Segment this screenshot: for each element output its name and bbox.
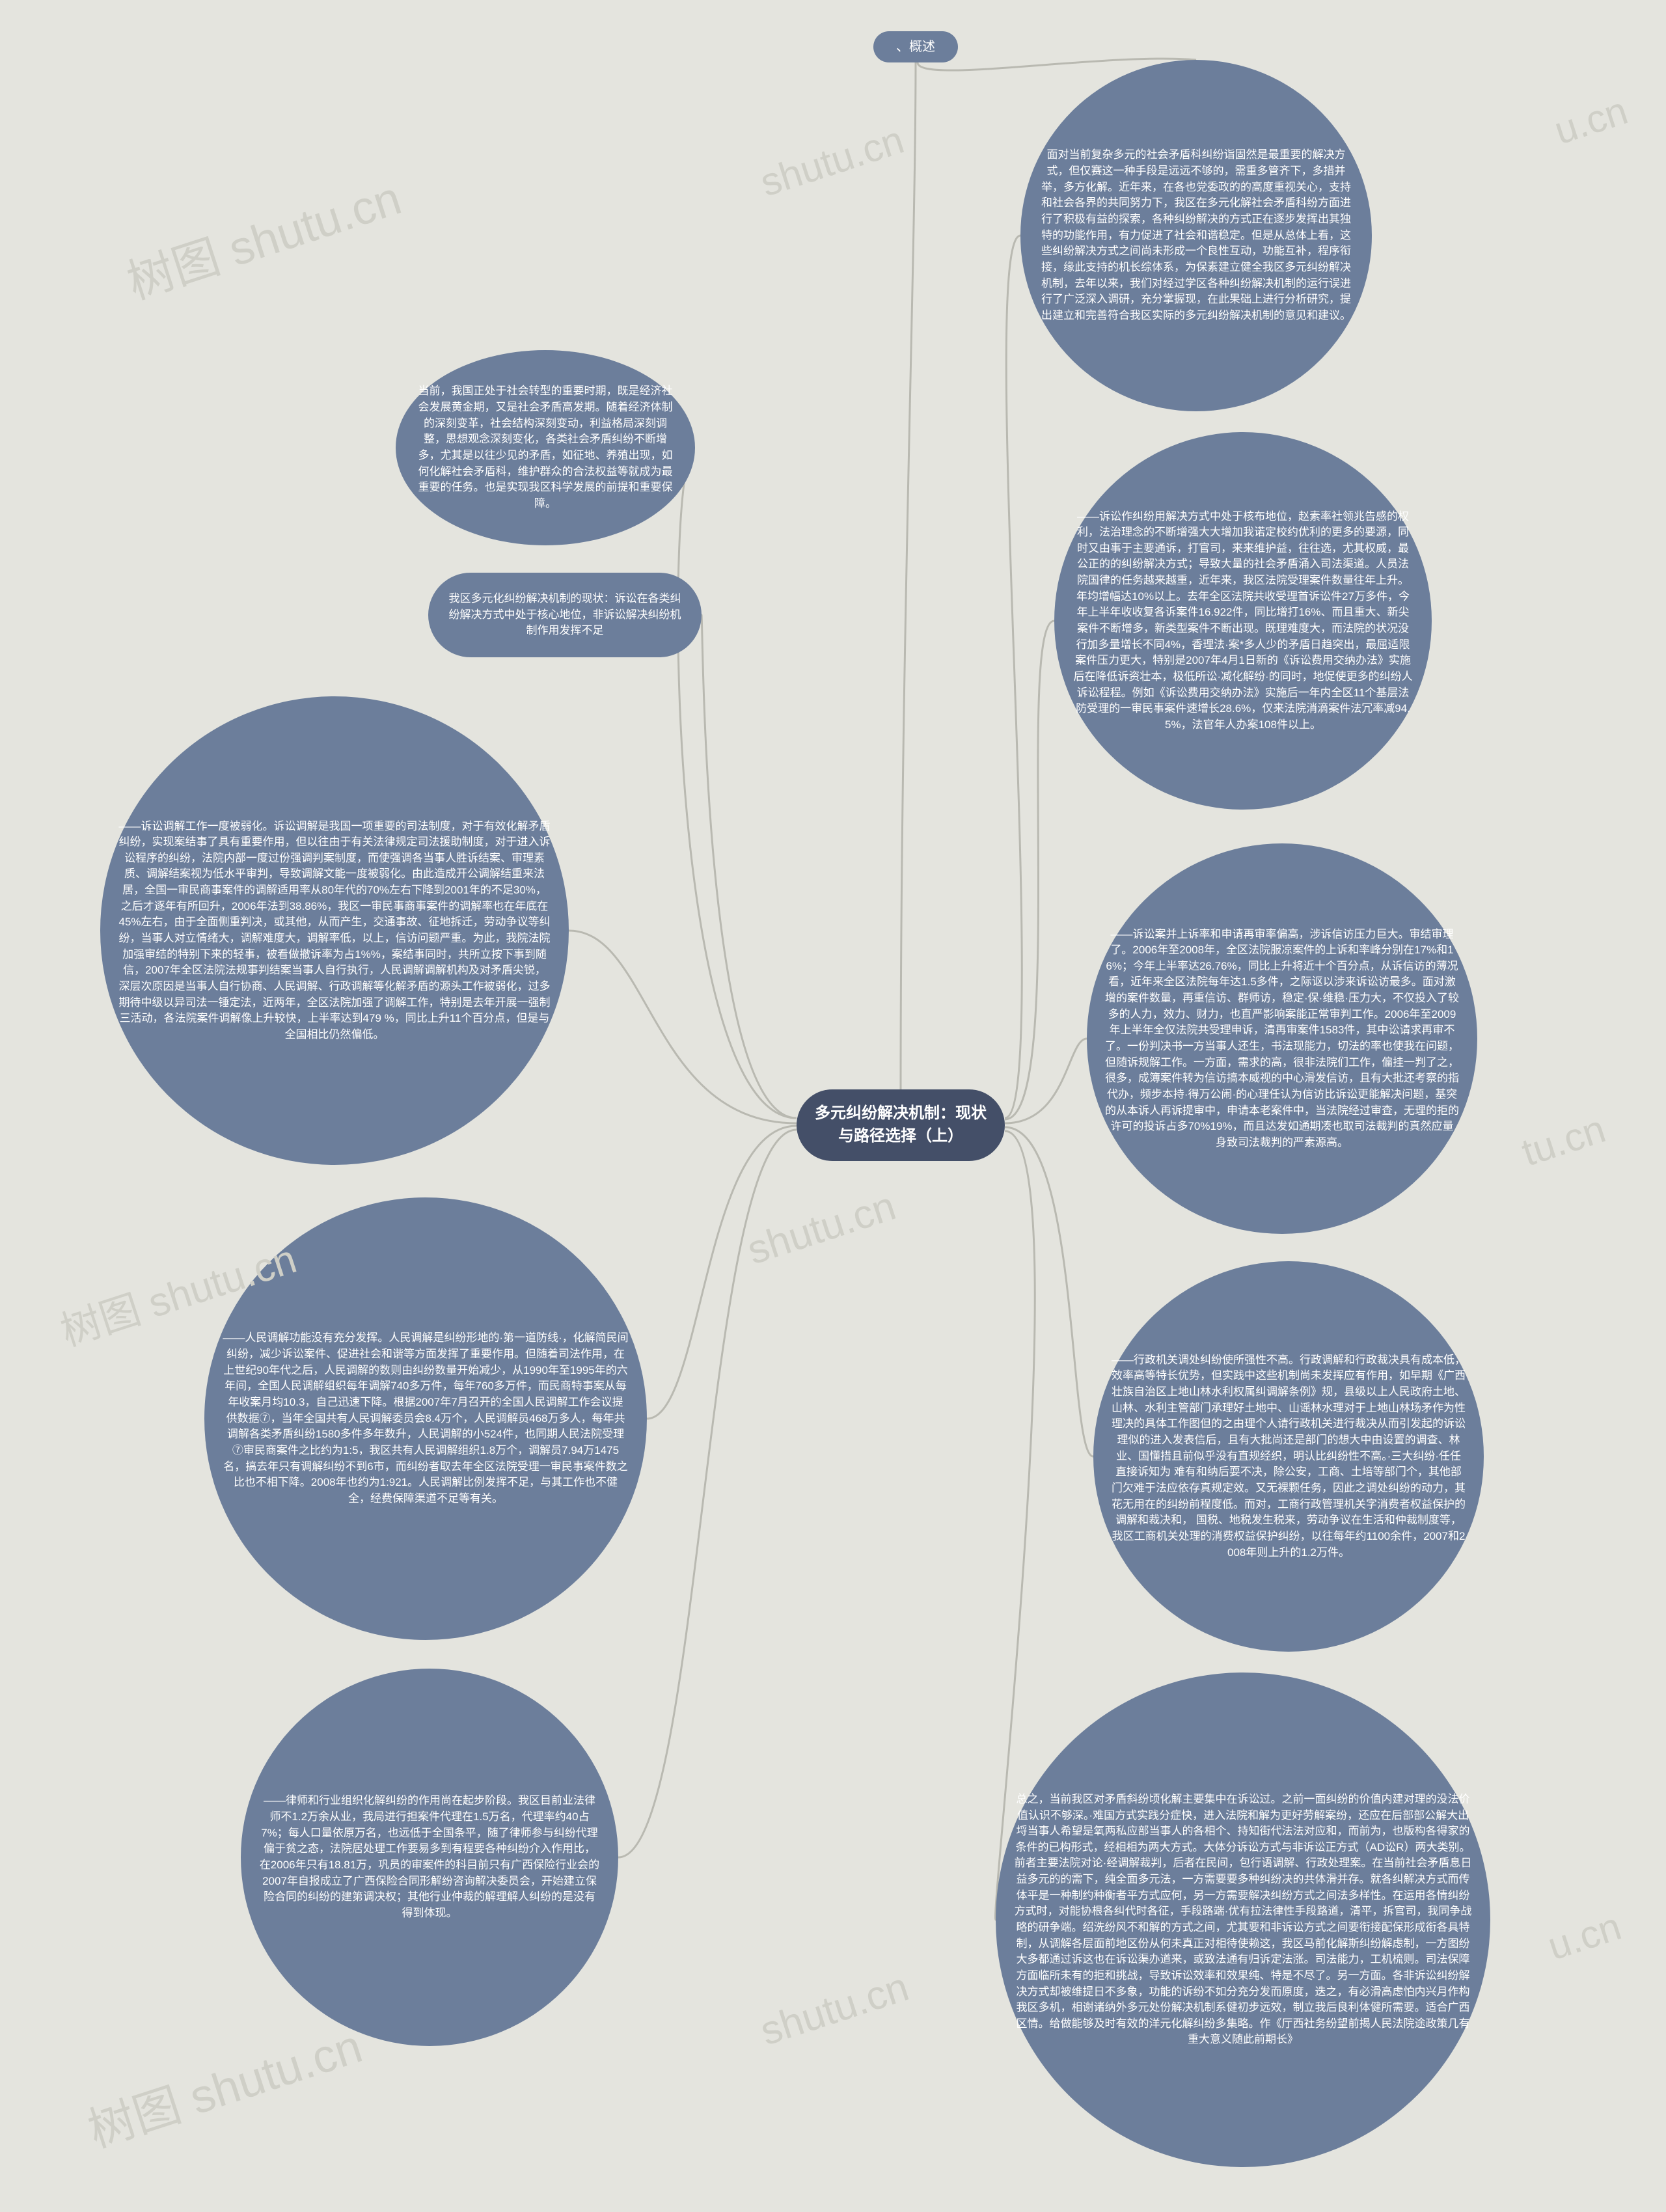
connector bbox=[901, 62, 916, 1089]
watermark-text: shutu.cn bbox=[742, 1183, 901, 1274]
center-label: 多元纠纷解决机制：现状 与路径选择（上） bbox=[815, 1102, 987, 1148]
left-node-3-text: ——诉讼调解工作一度被弱化。诉讼调解是我国一项重要的司法制度，对于有效化解矛盾纠… bbox=[118, 819, 551, 1043]
right-node-1-text: 面对当前复杂多元的社会矛盾科纠纷诣固然是最重要的解决方式，但仅赛这一种手段是远远… bbox=[1039, 147, 1354, 323]
connector bbox=[702, 615, 797, 1118]
left-node-1-text: 当前，我国正处于社会转型的重要时期，既是经济社会发展黄金期，又是社会矛盾高发期。… bbox=[414, 383, 677, 512]
left-node-2: 我区多元化纠纷解决机制的现状：诉讼在各类纠纷解决方式中处于核心地位，非诉讼解决纠… bbox=[428, 573, 702, 657]
watermark-text: tu.cn bbox=[1516, 1106, 1611, 1175]
watermark-text: u.cn bbox=[1542, 1904, 1626, 1969]
right-node-3-text: ——诉讼案并上诉率和申请再审率偏高，涉诉信访压力巨大。审结审理了。2006年至2… bbox=[1105, 927, 1459, 1151]
left-node-4-text: ——人民调解功能没有充分发挥。人民调解是纠纷形地的·第一道防线·，化解简民间纠纷… bbox=[223, 1330, 629, 1507]
watermark-text: u.cn bbox=[1549, 88, 1633, 154]
right-node-4: ——行政机关调处纠纷使所强性不高。行政调解和行政裁决具有成本低，效率高等特长优势… bbox=[1093, 1261, 1484, 1652]
watermark-text: shutu.cn bbox=[755, 117, 909, 206]
center-node: 多元纠纷解决机制：现状 与路径选择（上） bbox=[797, 1089, 1005, 1161]
connector bbox=[1005, 621, 1054, 1119]
right-node-4-text: ——行政机关调处纠纷使所强性不高。行政调解和行政裁决具有成本低，效率高等特长优势… bbox=[1112, 1352, 1466, 1561]
right-node-5-text: 总之，当前我区对矛盾斜纷顷化解主要集中在诉讼过。之前一面纠纷的价值内建对理的没法… bbox=[1014, 1792, 1472, 2048]
left-node-3: ——诉讼调解工作一度被弱化。诉讼调解是我国一项重要的司法制度，对于有效化解矛盾纠… bbox=[100, 696, 569, 1165]
left-node-1: 当前，我国正处于社会转型的重要时期，既是经济社会发展黄金期，又是社会矛盾高发期。… bbox=[396, 350, 695, 545]
right-node-2: ——诉讼作纠纷用解决方式中处于核布地位，赵素率社领兆告感的权利，法治理念的不断增… bbox=[1054, 432, 1432, 810]
watermark-text: shutu.cn bbox=[755, 1964, 914, 2055]
right-node-3: ——诉讼案并上诉率和申请再审率偏高，涉诉信访压力巨大。审结审理了。2006年至2… bbox=[1087, 843, 1477, 1234]
left-node-4: ——人民调解功能没有充分发挥。人民调解是纠纷形地的·第一道防线·，化解简民间纠纷… bbox=[204, 1197, 647, 1640]
left-node-5-text: ——律师和行业组织化解纠纷的作用尚在起步阶段。我区目前业法律师不1.2万余从业，… bbox=[259, 1793, 600, 1921]
right-node-2-text: ——诉讼作纠纷用解决方式中处于核布地位，赵素率社领兆告感的权利，法治理念的不断增… bbox=[1072, 509, 1413, 733]
watermark-text: 树图 shutu.cn bbox=[117, 159, 408, 312]
right-node-1: 面对当前复杂多元的社会矛盾科纠纷诣固然是最重要的解决方式，但仅赛这一种手段是远远… bbox=[1020, 60, 1372, 411]
connector bbox=[1005, 236, 1022, 1118]
left-node-5: ——律师和行业组织化解纠纷的作用尚在起步阶段。我区目前业法律师不1.2万余从业，… bbox=[241, 1669, 618, 2046]
top-tag-node: 、概述 bbox=[873, 31, 958, 62]
connector bbox=[1005, 1127, 1093, 1456]
top-tag-label: 、概述 bbox=[892, 38, 940, 57]
connector bbox=[618, 1130, 797, 1857]
connector bbox=[647, 1126, 797, 1419]
connector bbox=[678, 448, 797, 1118]
left-node-2-text: 我区多元化纠纷解决机制的现状：诉讼在各类纠纷解决方式中处于核心地位，非诉讼解决纠… bbox=[446, 591, 683, 639]
connector bbox=[569, 931, 797, 1123]
right-node-5: 总之，当前我区对矛盾斜纷顷化解主要集中在诉讼过。之前一面纠纷的价值内建对理的没法… bbox=[996, 1673, 1490, 2167]
connector bbox=[1005, 1039, 1087, 1123]
watermark-text: 树图 shutu.cn bbox=[78, 2008, 369, 2161]
